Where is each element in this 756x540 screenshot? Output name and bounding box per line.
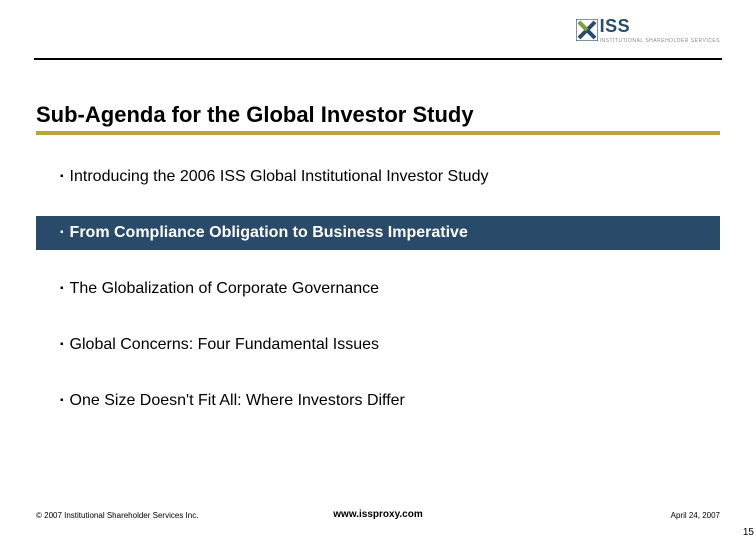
agenda-spacer (36, 194, 720, 216)
agenda-spacer (36, 250, 720, 272)
iss-logo: ISS INSTITUTIONAL SHAREHOLDER SERVICES (576, 16, 720, 44)
header-divider (34, 58, 722, 60)
bullet-icon: ▪ (60, 228, 64, 238)
bullet-icon: ▪ (60, 340, 64, 350)
iss-logo-subtitle: INSTITUTIONAL SHAREHOLDER SERVICES (600, 38, 720, 44)
bullet-icon: ▪ (60, 396, 64, 406)
agenda-item-label: From Compliance Obligation to Business I… (70, 224, 468, 242)
bullet-icon: ▪ (60, 172, 64, 182)
iss-logo-text: ISS (600, 16, 631, 37)
agenda-item-label: Global Concerns: Four Fundamental Issues (70, 336, 379, 354)
agenda-item: ▪ One Size Doesn't Fit All: Where Invest… (36, 384, 720, 418)
slide-title: Sub-Agenda for the Global Investor Study (36, 102, 474, 128)
page-number: 15 (743, 527, 754, 538)
slide-footer: © 2007 Institutional Shareholder Service… (36, 500, 720, 520)
bullet-icon: ▪ (60, 284, 64, 294)
agenda-item-label: One Size Doesn't Fit All: Where Investor… (70, 392, 405, 410)
title-underline (36, 131, 720, 135)
footer-date: April 24, 2007 (671, 511, 720, 520)
iss-logo-icon (576, 19, 598, 41)
agenda-item-label: Introducing the 2006 ISS Global Institut… (70, 168, 489, 186)
agenda-item: ▪ The Globalization of Corporate Governa… (36, 272, 720, 306)
footer-copyright: © 2007 Institutional Shareholder Service… (36, 511, 198, 520)
agenda-item-label: The Globalization of Corporate Governanc… (70, 280, 380, 298)
agenda-spacer (36, 306, 720, 328)
agenda-item: ▪ Global Concerns: Four Fundamental Issu… (36, 328, 720, 362)
slide: ISS INSTITUTIONAL SHAREHOLDER SERVICES S… (0, 0, 756, 540)
iss-logo-text-wrap: ISS INSTITUTIONAL SHAREHOLDER SERVICES (600, 16, 720, 44)
footer-url: www.issproxy.com (333, 509, 422, 520)
agenda-list: ▪ Introducing the 2006 ISS Global Instit… (36, 160, 720, 418)
agenda-item-highlight: ▪ From Compliance Obligation to Business… (36, 216, 720, 250)
agenda-spacer (36, 362, 720, 384)
agenda-item: ▪ Introducing the 2006 ISS Global Instit… (36, 160, 720, 194)
